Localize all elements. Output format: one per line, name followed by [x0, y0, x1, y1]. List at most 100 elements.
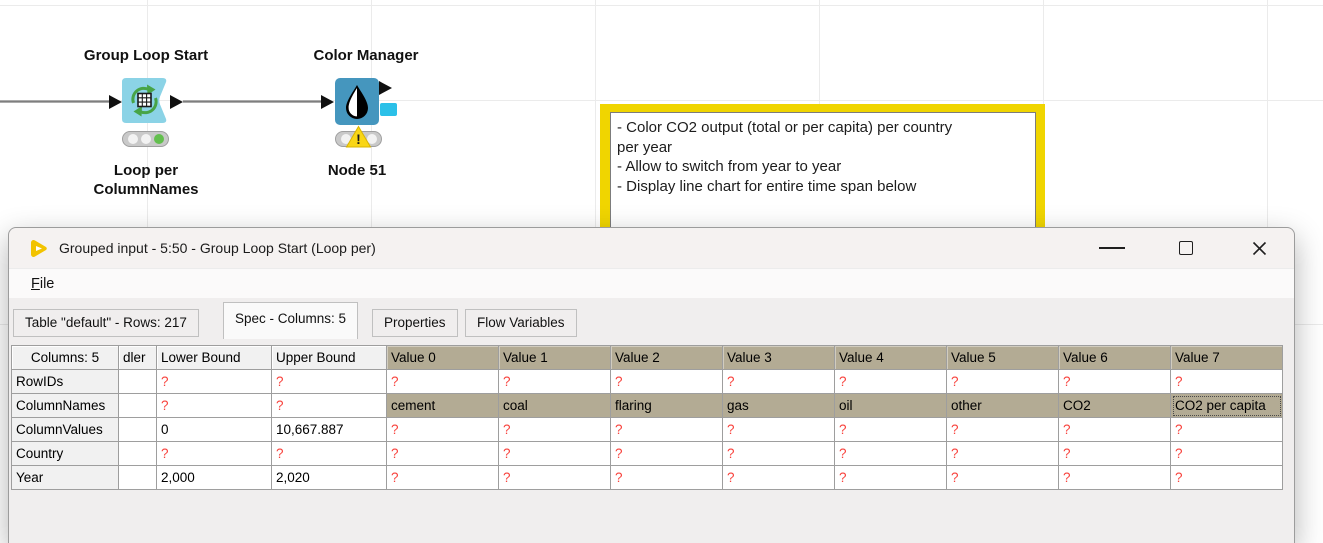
table-cell[interactable]: ?	[946, 369, 1059, 394]
tab-flow-variables[interactable]: Flow Variables	[465, 309, 577, 337]
column-header[interactable]: dler	[118, 345, 157, 370]
table-cell[interactable]: ?	[946, 417, 1059, 442]
table-cell[interactable]: ?	[946, 465, 1059, 490]
connection-edge[interactable]	[183, 100, 321, 103]
table-cell[interactable]: ?	[1170, 465, 1283, 490]
table-cell[interactable]: ?	[386, 441, 499, 466]
table-cell[interactable]: ?	[156, 441, 272, 466]
table-cell[interactable]: ?	[834, 441, 947, 466]
table-cell[interactable]: CO2 per capita	[1170, 393, 1283, 418]
row-header[interactable]: ColumnValues	[11, 417, 119, 442]
dialog-titlebar[interactable]: Grouped input - 5:50 - Group Loop Start …	[9, 228, 1294, 268]
table-cell[interactable]: ?	[386, 465, 499, 490]
column-header[interactable]: Value 2	[610, 345, 723, 370]
table-cell[interactable]: ?	[1170, 369, 1283, 394]
table-cell[interactable]: coal	[498, 393, 611, 418]
table-cell[interactable]: ?	[1170, 441, 1283, 466]
column-header[interactable]: Upper Bound	[271, 345, 387, 370]
node-label: Loop per	[113, 162, 179, 179]
spec-table: Columns: 5 dler Lower Bound Upper Bound Valu…	[11, 345, 1283, 490]
close-button[interactable]	[1236, 228, 1282, 268]
table-cell[interactable]: ?	[946, 441, 1059, 466]
minimize-button[interactable]	[1089, 228, 1135, 268]
table-cell[interactable]: ?	[722, 465, 835, 490]
grouped-input-dialog: Grouped input - 5:50 - Group Loop Start …	[8, 227, 1295, 543]
input-port-icon[interactable]	[109, 95, 122, 109]
tab-properties[interactable]: Properties	[372, 309, 458, 337]
table-cell[interactable]: ?	[1058, 441, 1171, 466]
table-cell[interactable]: ?	[1058, 369, 1171, 394]
dialog-title: Grouped input - 5:50 - Group Loop Start …	[59, 240, 376, 256]
table-cell[interactable]	[118, 369, 157, 394]
table-cell[interactable]: ?	[271, 369, 387, 394]
table-cell[interactable]: ?	[834, 369, 947, 394]
table-cell[interactable]: ?	[386, 369, 499, 394]
table-cell[interactable]: ?	[271, 393, 387, 418]
column-header[interactable]: Value 3	[722, 345, 835, 370]
corner-header[interactable]: Columns: 5	[11, 345, 119, 370]
table-cell[interactable]: ?	[498, 369, 611, 394]
row-header[interactable]: RowIDs	[11, 369, 119, 394]
status-light-red	[340, 134, 351, 144]
status-light-yellow	[140, 134, 151, 144]
table-cell[interactable]: 10,667.887	[271, 417, 387, 442]
table-cell[interactable]: ?	[834, 465, 947, 490]
column-header[interactable]: Lower Bound	[156, 345, 272, 370]
row-header[interactable]: ColumnNames	[11, 393, 119, 418]
maximize-icon	[1179, 241, 1193, 255]
node-group-loop-start[interactable]	[120, 76, 169, 125]
table-cell[interactable]: other	[946, 393, 1059, 418]
column-header[interactable]: Value 1	[498, 345, 611, 370]
table-cell[interactable]	[118, 465, 157, 490]
connection-edge[interactable]	[0, 100, 110, 103]
table-cell[interactable]: ?	[498, 417, 611, 442]
column-header[interactable]: Value 6	[1058, 345, 1171, 370]
model-output-port-icon[interactable]	[380, 103, 397, 116]
column-header[interactable]: Value 5	[946, 345, 1059, 370]
output-port-icon[interactable]	[170, 95, 183, 109]
table-cell[interactable]: 2,000	[156, 465, 272, 490]
status-light-red	[127, 134, 138, 144]
table-cell[interactable]	[118, 417, 157, 442]
table-cell[interactable]: ?	[498, 465, 611, 490]
table-cell[interactable]: ?	[610, 417, 723, 442]
table-cell[interactable]: 0	[156, 417, 272, 442]
table-cell[interactable]: ?	[834, 417, 947, 442]
table-cell[interactable]: gas	[722, 393, 835, 418]
table-cell[interactable]: CO2	[1058, 393, 1171, 418]
menu-item-file[interactable]: File	[31, 276, 55, 292]
table-cell[interactable]: ?	[1170, 417, 1283, 442]
row-header[interactable]: Country	[11, 441, 119, 466]
annotation-line: - Allow to switch from year to year	[617, 158, 842, 175]
input-port-icon[interactable]	[321, 95, 334, 109]
maximize-button[interactable]	[1163, 228, 1209, 268]
table-cell[interactable]: ?	[386, 417, 499, 442]
table-cell[interactable]: ?	[1058, 465, 1171, 490]
table-cell[interactable]: ?	[610, 465, 723, 490]
row-header[interactable]: Year	[11, 465, 119, 490]
table-cell[interactable]: 2,020	[271, 465, 387, 490]
table-cell[interactable]: ?	[156, 393, 272, 418]
table-cell[interactable]: cement	[386, 393, 499, 418]
column-header[interactable]: Value 0	[386, 345, 499, 370]
tab-spec-columns[interactable]: Spec - Columns: 5	[223, 302, 359, 339]
output-port-icon[interactable]	[379, 81, 392, 95]
node-color-manager[interactable]	[335, 78, 379, 125]
table-cell[interactable]: ?	[271, 441, 387, 466]
column-header[interactable]: Value 4	[834, 345, 947, 370]
table-cell[interactable]	[118, 441, 157, 466]
table-cell[interactable]: ?	[1058, 417, 1171, 442]
table-cell[interactable]: ?	[722, 369, 835, 394]
table-cell[interactable]: flaring	[610, 393, 723, 418]
table-cell[interactable]: ?	[156, 369, 272, 394]
table-cell[interactable]: ?	[610, 369, 723, 394]
tab-table-default[interactable]: Table "default" - Rows: 217	[13, 309, 199, 337]
column-header[interactable]: Value 7	[1170, 345, 1283, 370]
table-cell[interactable]: oil	[834, 393, 947, 418]
table-cell[interactable]: ?	[722, 441, 835, 466]
table-cell[interactable]: ?	[722, 417, 835, 442]
table-cell[interactable]	[118, 393, 157, 418]
droplet-icon	[346, 85, 368, 119]
table-cell[interactable]: ?	[498, 441, 611, 466]
table-cell[interactable]: ?	[610, 441, 723, 466]
